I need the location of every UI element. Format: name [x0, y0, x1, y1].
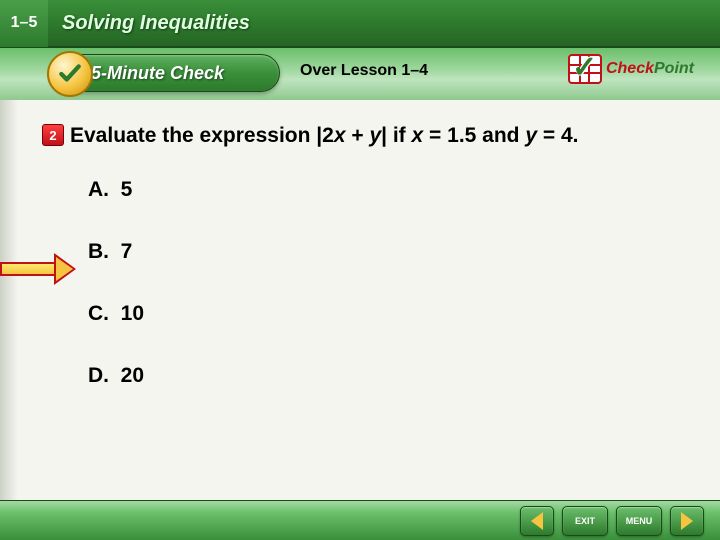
- q-var3: x: [412, 124, 424, 147]
- triangle-left-icon: [531, 512, 543, 530]
- options-list: A. 5 B. 7 C. 10 D. 20: [70, 178, 680, 388]
- over-lesson-label: Over Lesson 1–4: [300, 62, 428, 80]
- exit-button[interactable]: EXIT: [562, 506, 608, 536]
- page-title: Solving Inequalities: [62, 12, 250, 35]
- option-letter: A.: [88, 178, 109, 201]
- q-mid2: | if: [381, 124, 411, 147]
- checkpoint-logo: CheckPoint: [568, 54, 694, 84]
- q-mid3: = 1.5 and: [423, 124, 525, 147]
- option-b[interactable]: B. 7: [88, 240, 680, 264]
- five-minute-check-pill: 5-Minute Check: [50, 54, 280, 92]
- menu-button[interactable]: MENU: [616, 506, 662, 536]
- arrow-body: [0, 262, 56, 276]
- check-band: 5-Minute Check Over Lesson 1–4 CheckPoin…: [0, 48, 720, 100]
- footer-bar: EXIT MENU: [0, 500, 720, 540]
- lesson-number: 1–5: [11, 14, 38, 32]
- q-var4: y: [525, 124, 537, 147]
- option-d[interactable]: D. 20: [88, 364, 680, 388]
- q-mid1: +: [346, 124, 370, 147]
- header-bar: 1–5 Solving Inequalities: [0, 0, 720, 48]
- prev-button[interactable]: [520, 506, 554, 536]
- checkpoint-text-b: Point: [654, 60, 694, 77]
- triangle-right-icon: [681, 512, 693, 530]
- menu-label: MENU: [626, 516, 653, 526]
- option-text: 10: [121, 302, 144, 325]
- q-var1: x: [334, 124, 346, 147]
- option-letter: C.: [88, 302, 109, 325]
- question-text: Evaluate the expression |2x + y| if x = …: [70, 124, 680, 148]
- checkmark-coin-icon: [47, 51, 93, 97]
- exit-label: EXIT: [575, 516, 595, 526]
- five-minute-check-label: 5-Minute Check: [91, 63, 224, 84]
- q-var2: y: [369, 124, 381, 147]
- option-letter: D.: [88, 364, 109, 387]
- option-text: 5: [121, 178, 133, 201]
- option-a[interactable]: A. 5: [88, 178, 680, 202]
- selected-answer-arrow-icon: [0, 256, 80, 284]
- content-area: 2 Evaluate the expression |2x + y| if x …: [0, 100, 720, 500]
- question-number-badge: 2: [42, 124, 64, 146]
- checkpoint-text-a: Check: [606, 60, 654, 77]
- next-button[interactable]: [670, 506, 704, 536]
- option-text: 7: [121, 240, 133, 263]
- lesson-tab: 1–5: [0, 0, 48, 47]
- checkpoint-grid-icon: [568, 54, 602, 84]
- option-c[interactable]: C. 10: [88, 302, 680, 326]
- checkpoint-text: CheckPoint: [606, 60, 694, 78]
- q-prefix: Evaluate the expression |2: [70, 124, 334, 147]
- q-suffix: = 4.: [537, 124, 578, 147]
- option-letter: B.: [88, 240, 109, 263]
- option-text: 20: [121, 364, 144, 387]
- arrow-head: [54, 253, 76, 285]
